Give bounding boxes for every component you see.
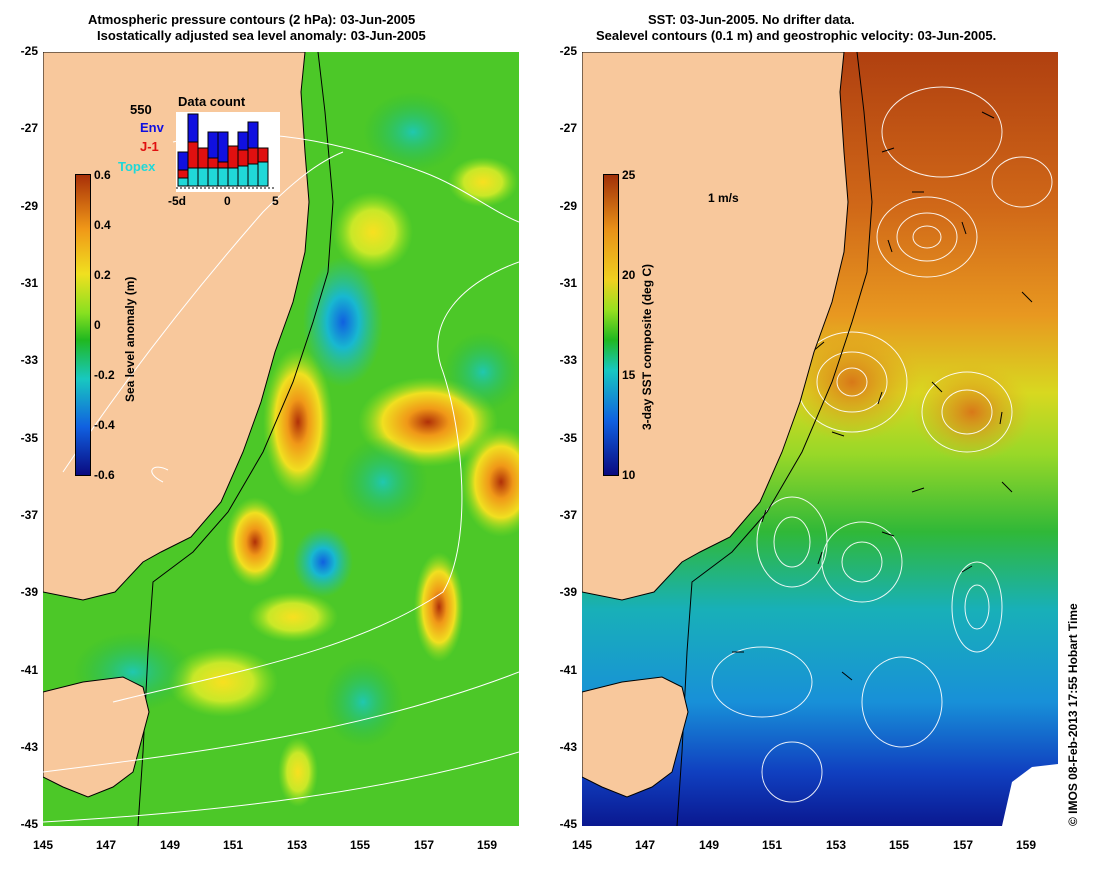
- sla-tick: -0.2: [94, 368, 115, 382]
- tasmania: [43, 676, 150, 798]
- left-title-line2: Isostatically adjusted sea level anomaly…: [97, 28, 426, 43]
- pressure-contours: [43, 133, 519, 823]
- sst-feature: [782, 322, 922, 442]
- lat-tick: -35: [559, 431, 577, 445]
- sla-tick: -0.4: [94, 418, 115, 432]
- shelf-contour: [676, 52, 873, 826]
- sst-colorbar-label: 3-day SST composite (deg C): [640, 263, 654, 430]
- lon-tick: 145: [32, 838, 54, 852]
- lon-tick: 157: [413, 838, 435, 852]
- data-count-tick: 5: [272, 194, 279, 208]
- credit-text: © IMOS 08-Feb-2013 17:55 Hobart Time: [1066, 603, 1080, 826]
- sst-tick: 25: [622, 168, 636, 182]
- lon-tick: 147: [95, 838, 117, 852]
- data-count-histogram: [176, 112, 280, 192]
- legend-topex: Topex: [118, 159, 156, 174]
- australia-mainland: [582, 52, 849, 601]
- sla-feature: [263, 347, 333, 497]
- tasmania: [582, 676, 689, 798]
- lat-tick: -27: [559, 121, 577, 135]
- sst-map: [582, 52, 1058, 826]
- lat-tick: -41: [20, 663, 38, 677]
- lat-tick: -43: [559, 740, 577, 754]
- lon-tick: 157: [952, 838, 974, 852]
- lon-tick: 153: [825, 838, 847, 852]
- lat-tick: -43: [20, 740, 38, 754]
- lat-tick: -25: [20, 44, 38, 58]
- data-count-tick: -5d: [168, 194, 186, 208]
- lon-tick: 151: [761, 838, 783, 852]
- sst-tick: 20: [622, 268, 636, 282]
- sla-feature: [461, 427, 519, 537]
- sla-colorbar-label: Sea level anomaly (m): [123, 276, 137, 402]
- sla-feature: [414, 552, 464, 662]
- sla-feature: [293, 527, 353, 597]
- lat-tick: -31: [20, 276, 38, 290]
- lat-tick: -25: [559, 44, 577, 58]
- sla-feature: [448, 157, 518, 207]
- sealevel-contours: [711, 86, 1053, 803]
- lon-tick: 145: [571, 838, 593, 852]
- lon-tick: 147: [634, 838, 656, 852]
- sst-colorbar: [603, 174, 619, 476]
- sla-tick: 0.6: [94, 168, 111, 182]
- sst-tick: 10: [622, 468, 636, 482]
- sst-feature: [912, 362, 1032, 462]
- data-count-title: Data count: [178, 94, 246, 109]
- sla-tick: 0.2: [94, 268, 111, 282]
- lat-tick: -35: [20, 431, 38, 445]
- legend-j1: J-1: [140, 139, 159, 154]
- lat-tick: -37: [20, 508, 38, 522]
- legend-env: Env: [140, 120, 164, 135]
- sla-feature: [443, 332, 519, 412]
- left-title-line1: Atmospheric pressure contours (2 hPa): 0…: [88, 12, 416, 27]
- right-title-line2: Sealevel contours (0.1 m) and geostrophi…: [596, 28, 997, 43]
- sla-feature: [225, 497, 285, 587]
- lat-tick: -29: [20, 199, 38, 213]
- lon-tick: 159: [476, 838, 498, 852]
- sla-feature: [323, 657, 403, 747]
- lat-tick: -45: [20, 817, 38, 831]
- sla-tick: 0.4: [94, 218, 111, 232]
- lat-tick: -27: [20, 121, 38, 135]
- velocity-scale-label: 1 m/s: [708, 191, 739, 205]
- lat-tick: -33: [559, 353, 577, 367]
- shelf-contour: [137, 52, 334, 826]
- lat-tick: -33: [20, 353, 38, 367]
- data-count-total: 550: [130, 102, 152, 117]
- lon-tick: 151: [222, 838, 244, 852]
- sla-feature: [338, 437, 428, 527]
- no-data-patch: [1002, 764, 1058, 826]
- sla-tick: -0.6: [94, 468, 115, 482]
- lat-tick: -45: [559, 817, 577, 831]
- sea-level-anomaly-map: [43, 52, 519, 826]
- sla-feature: [278, 737, 318, 807]
- lon-tick: 153: [286, 838, 308, 852]
- right-title-line1: SST: 03-Jun-2005. No drifter data.: [648, 12, 855, 27]
- lat-tick: -29: [559, 199, 577, 213]
- sla-feature: [248, 592, 338, 642]
- lon-tick: 155: [888, 838, 910, 852]
- sla-tick: 0: [94, 318, 101, 332]
- lat-tick: -41: [559, 663, 577, 677]
- lat-tick: -39: [20, 585, 38, 599]
- sla-feature: [333, 192, 413, 272]
- lat-tick: -37: [559, 508, 577, 522]
- sla-colorbar: [75, 174, 91, 476]
- lon-tick: 149: [698, 838, 720, 852]
- lat-tick: -31: [559, 276, 577, 290]
- lat-tick: -39: [559, 585, 577, 599]
- sst-tick: 15: [622, 368, 636, 382]
- lon-tick: 149: [159, 838, 181, 852]
- lon-tick: 155: [349, 838, 371, 852]
- lon-tick: 159: [1015, 838, 1037, 852]
- sla-feature: [363, 92, 463, 172]
- sla-feature: [303, 257, 383, 387]
- sla-feature: [168, 647, 278, 717]
- data-count-tick: 0: [224, 194, 231, 208]
